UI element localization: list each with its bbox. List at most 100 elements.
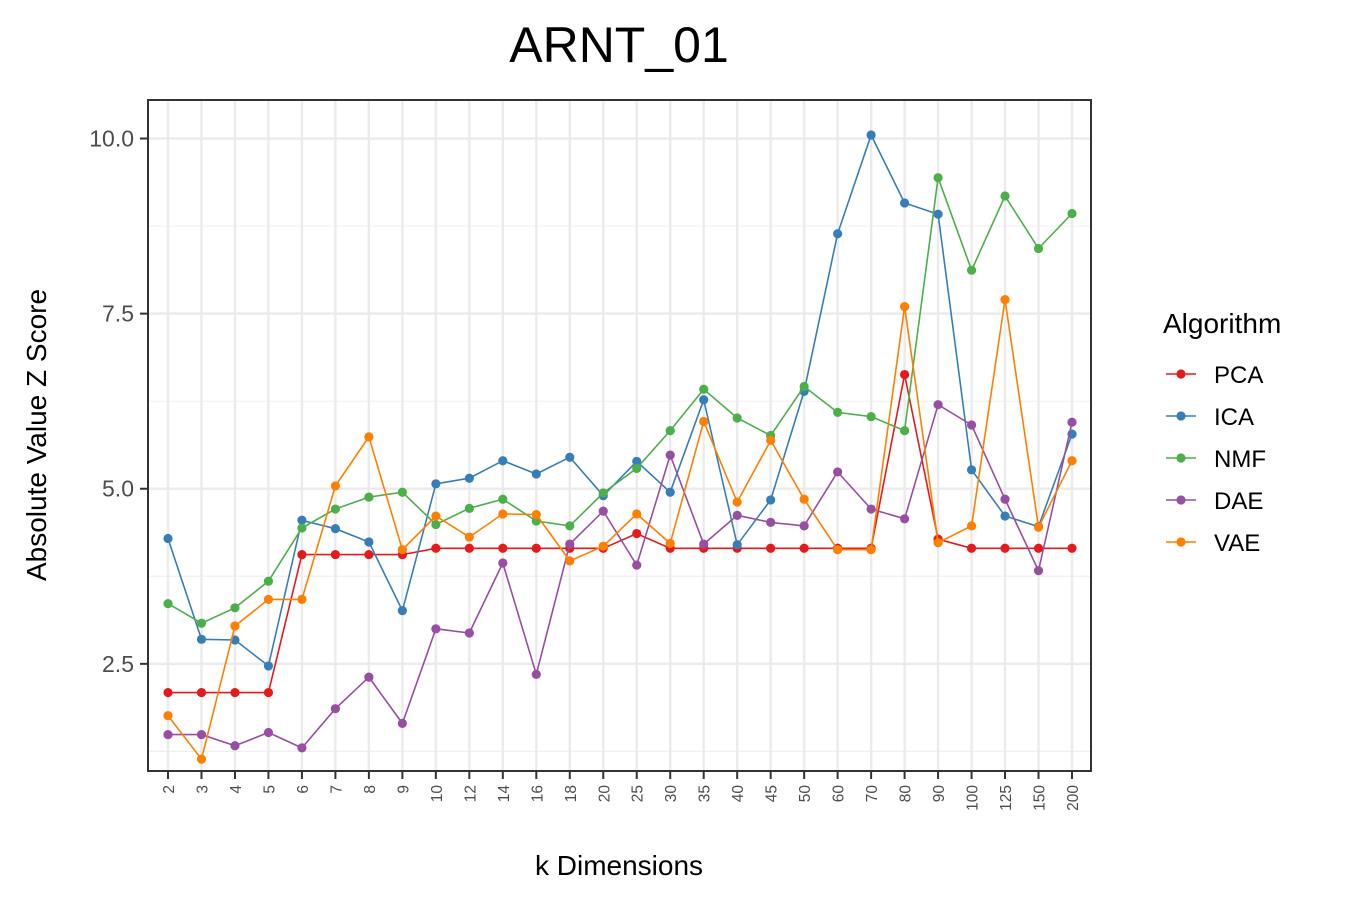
y-axis: 2.5 5.0 7.5 10.0 [89, 126, 148, 677]
data-point-nmf [598, 488, 608, 498]
data-point-vae [531, 510, 541, 520]
data-point-dae [297, 743, 307, 753]
data-point-vae [665, 538, 675, 548]
data-point-nmf [966, 265, 977, 275]
series-dae [163, 400, 1077, 753]
data-point-vae [498, 509, 508, 519]
data-point-ica [263, 661, 274, 671]
data-point-dae [933, 400, 943, 410]
data-point-nmf [464, 503, 474, 513]
data-point-nmf [699, 384, 709, 394]
x-tick-label: 60 [831, 785, 848, 803]
series-line-ica [167, 132, 1073, 668]
x-tick-label: 16 [529, 785, 546, 802]
data-point-vae [565, 556, 575, 566]
data-point-nmf [196, 618, 207, 628]
data-point-pca [1000, 543, 1010, 553]
data-point-pca [799, 543, 809, 553]
data-point-vae [330, 481, 341, 491]
data-point-nmf [833, 407, 843, 417]
legend-label-ica: ICA [1214, 404, 1254, 431]
data-point-pca [263, 687, 274, 698]
series-line-nmf [167, 177, 1073, 625]
data-point-nmf [498, 494, 508, 504]
data-point-dae [196, 729, 207, 740]
plot-background [148, 100, 1091, 771]
legend: Algorithm PCA ICA NMF DAE VAE [1163, 308, 1281, 557]
x-tick-label: 14 [496, 785, 513, 803]
x-tick-label: 18 [563, 785, 580, 802]
data-point-vae [297, 594, 307, 604]
data-point-vae [732, 497, 742, 507]
data-point-nmf [297, 523, 307, 533]
x-tick-label: 90 [931, 785, 948, 803]
data-point-ica [699, 395, 709, 405]
data-point-vae [699, 416, 709, 427]
x-tick-label: 20 [596, 785, 613, 803]
x-axis-title: k Dimensions [535, 850, 703, 881]
data-point-pca [1033, 543, 1044, 553]
data-point-ica [1000, 511, 1010, 521]
data-point-dae [163, 729, 173, 740]
data-point-dae [966, 420, 977, 430]
data-point-vae [632, 509, 642, 519]
series-nmf [163, 173, 1077, 628]
data-point-ica [632, 456, 642, 467]
data-point-vae [464, 532, 474, 542]
data-point-ica [665, 487, 675, 497]
data-point-vae [1033, 522, 1044, 532]
data-point-nmf [230, 603, 240, 613]
data-point-nmf [1000, 191, 1010, 201]
data-point-pca [966, 543, 977, 553]
data-point-vae [1067, 456, 1077, 466]
data-point-vae [163, 711, 173, 721]
data-point-dae [632, 560, 642, 570]
data-point-vae [833, 545, 843, 555]
data-point-dae [665, 450, 675, 460]
legend-label-nmf: NMF [1214, 446, 1266, 473]
x-tick-label: 2 [161, 785, 178, 794]
data-point-nmf [1033, 243, 1044, 254]
data-point-ica [364, 537, 374, 547]
data-point-pca [899, 369, 910, 380]
x-tick-label: 150 [1032, 785, 1049, 811]
data-point-ica [464, 473, 474, 483]
data-point-dae [330, 704, 341, 714]
data-point-vae [966, 521, 977, 531]
data-point-ica [498, 456, 508, 466]
data-point-dae [464, 628, 474, 638]
data-point-ica [933, 209, 943, 219]
data-point-pca [196, 687, 207, 698]
data-point-ica [565, 452, 575, 462]
legend-item-nmf: NMF [1166, 446, 1266, 473]
series-pca [163, 369, 1077, 698]
x-tick-label: 5 [261, 785, 278, 794]
data-point-dae [565, 539, 575, 549]
x-tick-label: 50 [797, 785, 814, 803]
data-point-ica [196, 634, 207, 644]
data-point-nmf [431, 519, 441, 530]
legend-item-ica: ICA [1166, 404, 1254, 431]
data-point-dae [1033, 566, 1044, 576]
data-point-vae [230, 621, 240, 631]
data-point-dae [799, 521, 809, 531]
data-point-pca [464, 543, 474, 553]
data-point-nmf [163, 599, 173, 609]
x-tick-label: 4 [228, 785, 245, 794]
legend-marker-nmf [1176, 453, 1186, 463]
x-tick-label: 25 [630, 785, 647, 802]
series-ica [163, 130, 1077, 671]
data-point-pca [1067, 543, 1077, 553]
data-point-vae [933, 538, 943, 548]
data-point-ica [732, 540, 742, 550]
data-point-nmf [665, 425, 675, 436]
data-point-ica [833, 229, 843, 239]
y-tick-label: 5.0 [102, 476, 134, 502]
data-point-vae [766, 435, 776, 446]
data-point-ica [966, 465, 977, 475]
legend-marker-pca [1176, 369, 1186, 379]
x-tick-label: 35 [697, 785, 714, 802]
data-point-dae [397, 718, 407, 728]
data-point-nmf [263, 576, 274, 586]
data-point-dae [766, 517, 776, 527]
